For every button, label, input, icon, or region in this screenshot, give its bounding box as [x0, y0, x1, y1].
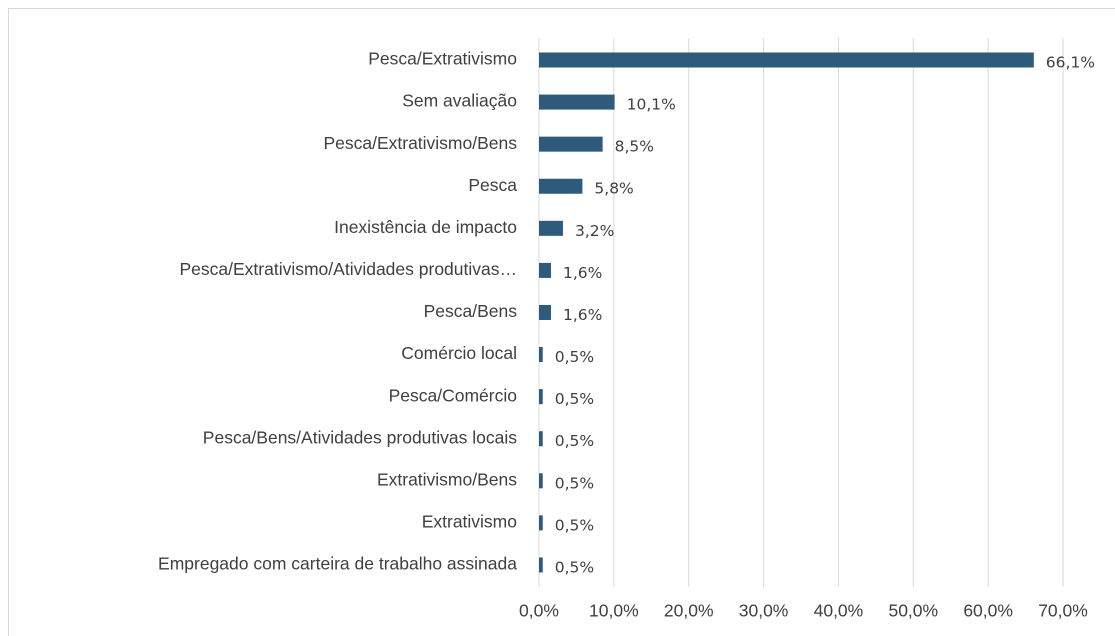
data-label: 1,6%	[563, 264, 602, 282]
y-tick-label: Extrativismo	[422, 512, 517, 532]
data-label: 3,2%	[575, 222, 614, 240]
data-label: 1,6%	[563, 306, 602, 324]
bar	[539, 52, 1034, 68]
y-tick-label: Pesca/Comércio	[389, 385, 517, 405]
bar	[539, 515, 543, 531]
chart-frame	[8, 8, 1115, 636]
y-tick-label: Comércio local	[401, 343, 517, 363]
data-label: 0,5%	[555, 516, 594, 534]
bar	[539, 347, 543, 363]
y-tick-label: Pesca/Bens/Atividades produtivas locais	[203, 427, 517, 447]
bar	[539, 473, 543, 489]
y-tick-label: Pesca	[468, 175, 517, 195]
x-tick-label: 40,0%	[814, 601, 864, 621]
data-label: 10,1%	[627, 96, 676, 114]
data-label: 8,5%	[615, 138, 654, 156]
data-label: 0,5%	[555, 348, 594, 366]
data-label: 0,5%	[555, 432, 594, 450]
bar	[539, 262, 551, 278]
y-tick-label: Empregado com carteira de trabalho assin…	[158, 554, 517, 574]
y-tick-label: Pesca/Extrativismo/Bens	[323, 133, 517, 153]
x-tick-label: 0,0%	[519, 601, 559, 621]
bar	[539, 178, 583, 194]
x-tick-label: 10,0%	[589, 601, 639, 621]
data-label: 5,8%	[594, 180, 633, 198]
x-tick-label: 50,0%	[888, 601, 938, 621]
y-tick-label: Pesca/Bens	[424, 301, 518, 321]
data-label: 0,5%	[555, 474, 594, 492]
x-tick-label: 60,0%	[963, 601, 1013, 621]
data-label: 0,5%	[555, 390, 594, 408]
bar	[539, 304, 551, 320]
y-tick-label: Extrativismo/Bens	[377, 469, 517, 489]
y-tick-label: Pesca/Extrativismo/Atividades produtivas…	[180, 259, 518, 279]
bar	[539, 431, 543, 447]
bar	[539, 94, 615, 110]
bar	[539, 389, 543, 405]
x-tick-label: 30,0%	[739, 601, 789, 621]
bar	[539, 220, 563, 236]
y-tick-label: Inexistência de impacto	[334, 217, 517, 237]
bar	[539, 136, 603, 152]
x-tick-label: 70,0%	[1038, 601, 1088, 621]
bar	[539, 557, 543, 573]
x-tick-label: 20,0%	[664, 601, 714, 621]
data-label: 0,5%	[555, 558, 594, 576]
y-tick-label: Pesca/Extrativismo	[368, 49, 517, 69]
y-tick-label: Sem avaliação	[402, 91, 517, 111]
data-label: 66,1%	[1046, 54, 1095, 72]
